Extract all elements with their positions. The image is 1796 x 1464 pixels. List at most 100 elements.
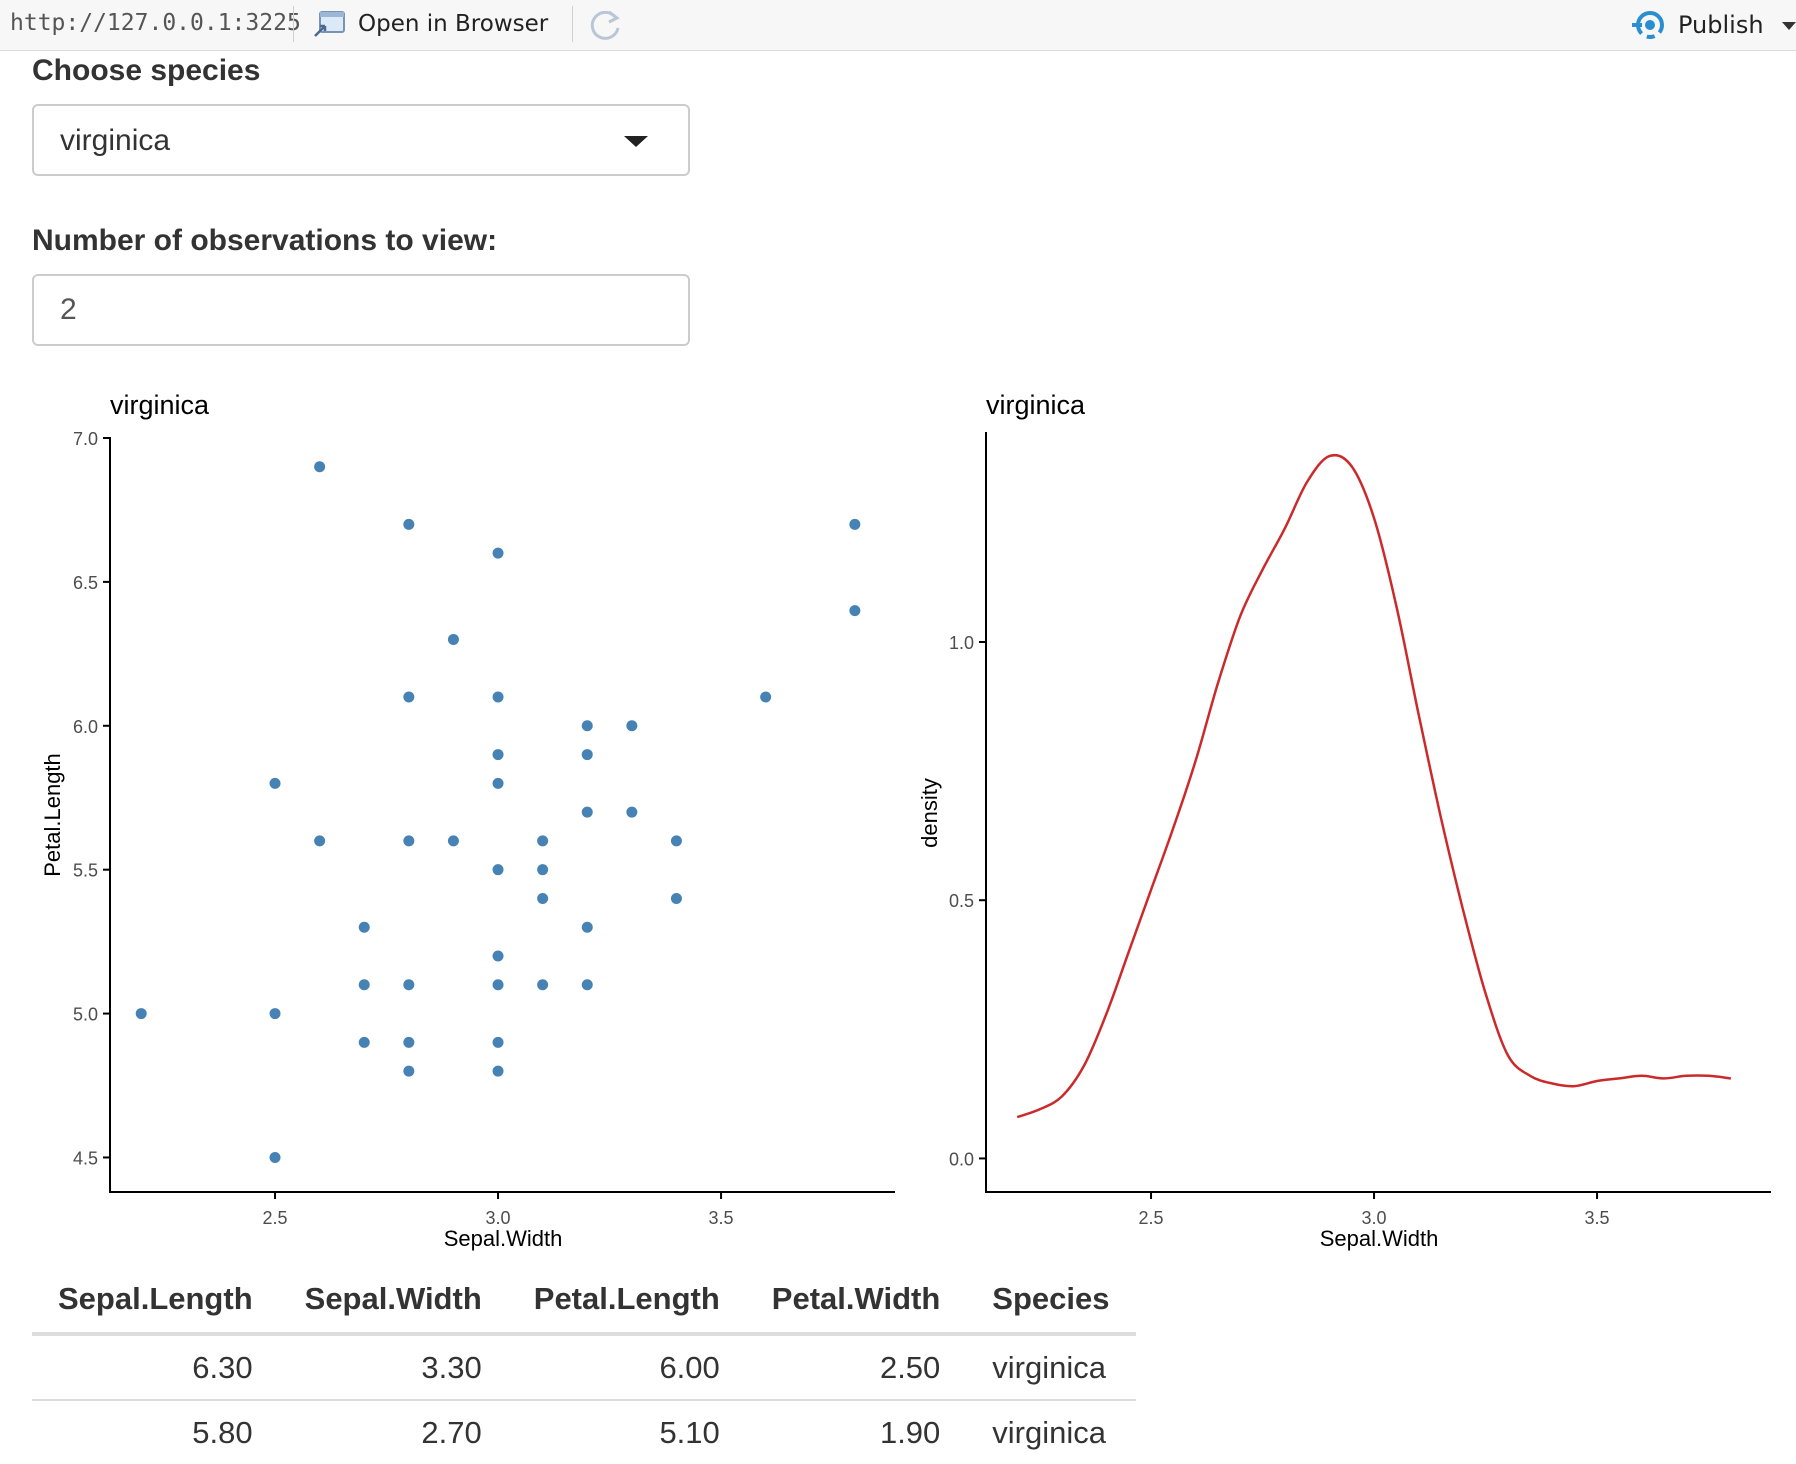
scatter-title: virginica: [110, 390, 210, 420]
scatter-point: [492, 1036, 504, 1048]
open-in-browser-icon: [314, 11, 345, 37]
scatter-point: [537, 864, 549, 876]
scatter-point: [581, 749, 593, 761]
scatter-point: [849, 605, 861, 617]
scatter-point: [492, 777, 504, 789]
scatter-point: [358, 921, 370, 933]
scatter-point: [447, 835, 459, 847]
scatter-point: [314, 461, 326, 473]
column-header: Species: [966, 1266, 1136, 1336]
scatter-point: [135, 1008, 147, 1020]
x-tick-label: 3.0: [486, 1208, 511, 1228]
table-row: 5.80 2.70 5.10 1.90 virginica: [32, 1399, 1136, 1464]
y-tick-label: 4.5: [73, 1148, 98, 1168]
refresh-icon: [590, 10, 620, 40]
scatter-point: [492, 979, 504, 991]
table-cell: 5.80: [32, 1399, 279, 1464]
scatter-point: [849, 518, 861, 530]
table-cell: 6.00: [659, 1349, 720, 1385]
species-select[interactable]: virginica: [32, 104, 690, 176]
table-cell: virginica: [992, 1349, 1107, 1385]
density-x-label: Sepal.Width: [1320, 1226, 1439, 1251]
scatter-point: [626, 720, 638, 732]
observations-table: Sepal.Length Sepal.Width Petal.Length Pe…: [32, 1266, 1136, 1464]
species-label: Choose species: [32, 54, 261, 87]
scatter-point: [760, 691, 772, 703]
scatter-point: [581, 720, 593, 732]
publish-label: Publish: [1678, 11, 1764, 39]
table-cell: 5.10: [507, 1399, 746, 1464]
table-row: 6.30 3.30 6.00 2.50 virginica: [32, 1334, 1136, 1400]
x-tick-label: 3.5: [1585, 1208, 1610, 1228]
scatter-point: [492, 547, 504, 559]
viewer-toolbar: http://127.0.0.1:3225 Open in Browser Pu…: [0, 0, 1796, 51]
open-in-browser-label: Open in Browser: [358, 11, 549, 37]
scatter-point: [447, 633, 459, 645]
density-y-label: density: [917, 778, 942, 848]
y-tick-label: 1.0: [949, 633, 974, 653]
scatter-point: [492, 950, 504, 962]
url-display[interactable]: http://127.0.0.1:3225: [10, 10, 301, 36]
density-curve: [1016, 453, 1732, 1119]
scatter-point: [358, 979, 370, 991]
table-cell: 2.70: [278, 1399, 508, 1464]
x-tick-label: 3.0: [1362, 1208, 1387, 1228]
table-cell: virginica: [966, 1399, 1136, 1464]
x-tick-label: 2.5: [1139, 1208, 1164, 1228]
scatter-point: [403, 1036, 415, 1048]
publish-dropdown-caret-icon[interactable]: [1782, 22, 1796, 30]
scatter-point: [537, 979, 549, 991]
scatter-point: [492, 864, 504, 876]
y-tick-label: 5.0: [73, 1005, 98, 1025]
scatter-point: [492, 1065, 504, 1077]
scatter-point: [670, 835, 682, 847]
scatter-point: [670, 892, 682, 904]
density-plot: virginica 0.0 0.5 1.0 2.5 3.0 3.5 Sepal.Widt…: [917, 390, 1771, 1251]
x-tick-label: 3.5: [709, 1208, 734, 1228]
open-in-browser-button[interactable]: Open in Browser: [312, 6, 548, 42]
species-select-value: virginica: [60, 124, 171, 157]
y-tick-label: 7.0: [73, 429, 98, 449]
scatter-point: [269, 1151, 281, 1163]
publish-icon: [1632, 11, 1664, 39]
observations-input[interactable]: [32, 274, 690, 346]
toolbar-divider: [293, 6, 294, 42]
column-header: Sepal.Width: [278, 1266, 508, 1336]
column-header: Petal.Width: [745, 1266, 967, 1336]
publish-button[interactable]: Publish: [1632, 6, 1764, 44]
chevron-down-icon: [624, 136, 648, 147]
density-title: virginica: [986, 390, 1086, 420]
scatter-point: [537, 835, 549, 847]
table-cell: 3.30: [421, 1349, 482, 1385]
y-tick-label: 6.5: [73, 573, 98, 593]
scatter-plot: virginica 4.5 5.0 5.5 6.0 6.5 7.0 2.5 3.0 3.5 S…: [40, 390, 895, 1251]
scatter-point: [403, 835, 415, 847]
column-header: Petal.Length: [507, 1266, 746, 1336]
refresh-button[interactable]: [586, 6, 626, 44]
scatter-x-label: Sepal.Width: [444, 1226, 563, 1251]
y-tick-label: 0.0: [949, 1149, 974, 1169]
y-tick-label: 5.5: [73, 861, 98, 881]
table-cell: 6.30: [192, 1349, 253, 1385]
y-tick-label: 0.5: [949, 891, 974, 911]
scatter-point: [403, 979, 415, 991]
table-cell: 1.90: [745, 1399, 967, 1464]
scatter-point: [626, 806, 638, 818]
scatter-point: [492, 691, 504, 703]
scatter-point: [492, 749, 504, 761]
scatter-y-label: Petal.Length: [40, 753, 65, 877]
scatter-point: [403, 1065, 415, 1077]
scatter-point: [403, 518, 415, 530]
scatter-point: [581, 921, 593, 933]
plots-area: virginica 4.5 5.0 5.5 6.0 6.5 7.0 2.5 3.0 3.5 S…: [40, 390, 1771, 1251]
scatter-point: [537, 892, 549, 904]
observations-label: Number of observations to view:: [32, 224, 498, 257]
scatter-point: [403, 691, 415, 703]
scatter-point: [358, 1036, 370, 1048]
table-header-row: Sepal.Length Sepal.Width Petal.Length Pe…: [32, 1266, 1136, 1336]
scatter-point: [314, 835, 326, 847]
table-cell: 2.50: [879, 1349, 941, 1385]
scatter-point: [581, 806, 593, 818]
toolbar-divider: [572, 6, 573, 42]
scatter-point: [269, 1008, 281, 1020]
